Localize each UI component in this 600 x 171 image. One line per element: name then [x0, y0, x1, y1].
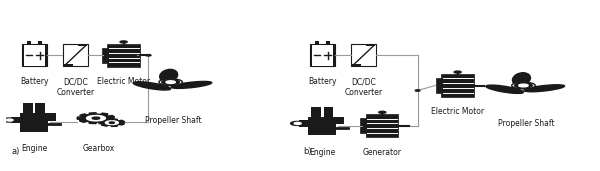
Ellipse shape — [486, 85, 523, 93]
Text: Propeller Shaft: Propeller Shaft — [145, 116, 202, 125]
FancyBboxPatch shape — [22, 44, 47, 66]
FancyBboxPatch shape — [47, 113, 56, 121]
FancyBboxPatch shape — [436, 78, 442, 93]
Text: Gearbox: Gearbox — [83, 144, 115, 153]
Circle shape — [515, 83, 532, 88]
Ellipse shape — [160, 69, 178, 82]
Circle shape — [415, 90, 420, 91]
FancyBboxPatch shape — [442, 74, 474, 97]
Text: DC/DC
Converter: DC/DC Converter — [56, 77, 94, 96]
Text: DC/DC
Converter: DC/DC Converter — [344, 77, 383, 96]
FancyBboxPatch shape — [11, 117, 20, 123]
FancyBboxPatch shape — [64, 64, 73, 66]
Circle shape — [379, 111, 386, 113]
FancyBboxPatch shape — [326, 41, 329, 44]
FancyBboxPatch shape — [78, 45, 87, 47]
Circle shape — [109, 122, 115, 123]
Ellipse shape — [512, 73, 530, 85]
Ellipse shape — [171, 81, 212, 88]
FancyBboxPatch shape — [360, 118, 366, 133]
FancyBboxPatch shape — [35, 103, 46, 114]
FancyBboxPatch shape — [308, 116, 337, 135]
Circle shape — [166, 81, 175, 83]
Circle shape — [290, 121, 305, 125]
Text: Engine: Engine — [21, 144, 47, 153]
FancyBboxPatch shape — [352, 64, 361, 66]
Text: Propeller Shaft: Propeller Shaft — [498, 119, 554, 128]
Text: a): a) — [12, 147, 20, 156]
FancyBboxPatch shape — [366, 114, 398, 137]
FancyBboxPatch shape — [38, 41, 41, 44]
Circle shape — [146, 55, 151, 56]
Circle shape — [512, 82, 535, 89]
FancyBboxPatch shape — [323, 107, 334, 117]
FancyBboxPatch shape — [27, 41, 31, 44]
Circle shape — [106, 121, 118, 124]
Text: Generator: Generator — [363, 148, 402, 156]
Circle shape — [294, 122, 301, 124]
Ellipse shape — [524, 85, 565, 92]
Text: Battery: Battery — [308, 77, 337, 86]
FancyBboxPatch shape — [20, 113, 49, 132]
Text: Battery: Battery — [20, 77, 49, 86]
Circle shape — [454, 71, 461, 73]
Polygon shape — [77, 113, 115, 123]
Text: b): b) — [303, 147, 311, 156]
Circle shape — [92, 117, 100, 119]
FancyBboxPatch shape — [23, 103, 33, 114]
FancyBboxPatch shape — [311, 107, 321, 117]
Circle shape — [120, 41, 127, 43]
FancyBboxPatch shape — [101, 48, 107, 63]
Circle shape — [86, 115, 106, 121]
FancyBboxPatch shape — [299, 120, 308, 127]
FancyBboxPatch shape — [315, 41, 319, 44]
Ellipse shape — [133, 82, 170, 90]
Circle shape — [159, 79, 182, 86]
FancyBboxPatch shape — [312, 45, 333, 66]
FancyBboxPatch shape — [335, 116, 344, 124]
Circle shape — [162, 80, 179, 85]
Text: Engine: Engine — [309, 148, 335, 156]
Text: Electric Motor: Electric Motor — [431, 107, 484, 116]
FancyBboxPatch shape — [310, 44, 335, 66]
FancyBboxPatch shape — [351, 44, 376, 66]
Text: Electric Motor: Electric Motor — [97, 77, 150, 86]
Circle shape — [2, 118, 17, 122]
FancyBboxPatch shape — [23, 45, 45, 66]
Polygon shape — [99, 119, 125, 126]
Circle shape — [6, 119, 13, 121]
FancyBboxPatch shape — [107, 44, 140, 67]
Circle shape — [519, 84, 528, 87]
FancyBboxPatch shape — [63, 44, 88, 66]
FancyBboxPatch shape — [366, 45, 375, 47]
